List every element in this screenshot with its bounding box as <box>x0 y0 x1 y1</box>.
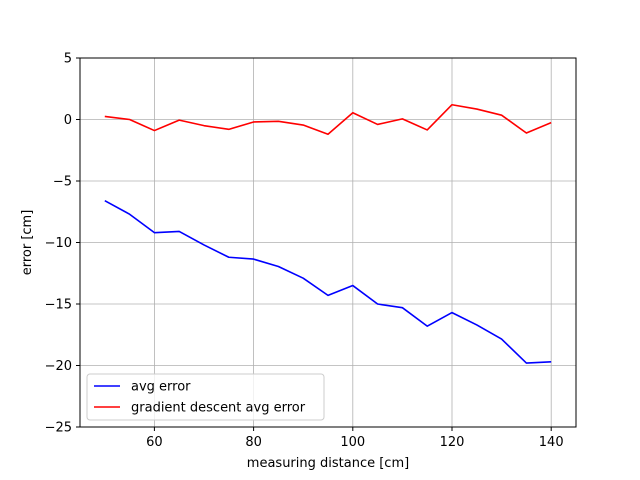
x-tick-label: 120 <box>440 435 465 450</box>
x-tick-label: 140 <box>539 435 564 450</box>
legend: avg error gradient descent avg error <box>86 373 325 421</box>
y-tick-label: 0 <box>64 113 72 128</box>
series-line <box>104 199 552 364</box>
y-tick-label: 5 <box>64 52 72 67</box>
x-tick-label: 100 <box>340 435 365 450</box>
y-tick-label: −15 <box>45 298 72 313</box>
x-axis-label: measuring distance [cm] <box>247 456 409 471</box>
axis-ticks: 60 80 100 120 140 5 0 −5 −10 −15 −20 −25 <box>45 52 564 451</box>
series-line <box>104 103 552 136</box>
y-tick-label: −25 <box>45 421 72 436</box>
legend-label: gradient descent avg error <box>131 401 306 416</box>
x-tick-label: 60 <box>146 435 163 450</box>
y-tick-label: −10 <box>45 236 72 251</box>
x-tick-label: 80 <box>245 435 262 450</box>
y-tick-label: −5 <box>53 175 72 190</box>
legend-box <box>86 373 325 421</box>
y-axis-label: error [cm] <box>20 210 35 276</box>
series-lines <box>104 103 552 364</box>
y-tick-label: −20 <box>45 359 72 374</box>
legend-label: avg error <box>131 380 191 395</box>
